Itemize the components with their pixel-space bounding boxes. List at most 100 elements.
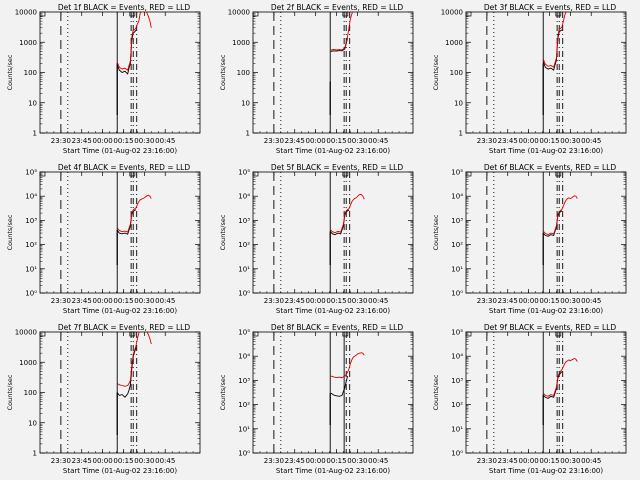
y-tick-label: 10² bbox=[238, 241, 250, 249]
y-tick-label: 10¹ bbox=[238, 265, 250, 273]
x-tick-label: 23:45 bbox=[285, 137, 305, 145]
series-events-line bbox=[116, 209, 137, 235]
x-tick-label: 00:45 bbox=[368, 457, 388, 465]
interval-marker-box bbox=[39, 331, 46, 337]
panel-det-5: Det 5f BLACK = Events, RED = LLD Counts/s… bbox=[219, 163, 414, 315]
plot-frame bbox=[39, 331, 201, 454]
x-tick-label: 23:45 bbox=[498, 137, 518, 145]
y-tick-label: 10000 bbox=[15, 9, 37, 17]
y-tick-label: 10000 bbox=[228, 9, 250, 17]
y-tick-label: 10³ bbox=[238, 217, 250, 225]
panel-det-2: Det 2f BLACK = Events, RED = LLD Counts/s… bbox=[219, 3, 414, 155]
x-tick-label: 23:45 bbox=[72, 137, 92, 145]
x-tick-label: 00:30 bbox=[347, 137, 367, 145]
x-tick-label: 00:15 bbox=[113, 457, 133, 465]
interval-marker-box bbox=[342, 11, 349, 17]
y-tick-label: 10² bbox=[25, 241, 37, 249]
y-tick-label: 10² bbox=[451, 241, 463, 249]
panel-det-4: Det 4f BLACK = Events, RED = LLD Counts/s… bbox=[6, 163, 201, 315]
x-tick-label: 00:15 bbox=[539, 457, 559, 465]
series-lld-line bbox=[542, 12, 576, 68]
x-tick-label: 00:00 bbox=[93, 137, 113, 145]
plot-frame bbox=[252, 331, 414, 454]
x-tick-label: 23:45 bbox=[72, 457, 92, 465]
interval-marker-box bbox=[252, 171, 259, 177]
y-tick-label: 100 bbox=[237, 69, 250, 77]
x-tick-label: 00:15 bbox=[113, 297, 133, 305]
x-tick-label: 00:45 bbox=[155, 457, 175, 465]
x-tick-label: 23:30 bbox=[264, 457, 284, 465]
panel-det-6: Det 6f BLACK = Events, RED = LLD Counts/s… bbox=[432, 163, 627, 315]
panel-det-1: Det 1f BLACK = Events, RED = LLD Counts/s… bbox=[6, 3, 201, 155]
series-lld-line bbox=[116, 12, 152, 71]
y-tick-label: 1000 bbox=[19, 39, 37, 47]
y-tick-label: 10⁵ bbox=[25, 169, 37, 177]
x-tick-label: 00:15 bbox=[539, 137, 559, 145]
plot-frame bbox=[465, 171, 627, 294]
plot-frame bbox=[39, 171, 201, 294]
y-tick-label: 10 bbox=[454, 99, 463, 107]
x-tick-label: 00:45 bbox=[155, 137, 175, 145]
y-tick-label: 10³ bbox=[238, 377, 250, 385]
series-lld-line bbox=[330, 12, 353, 51]
y-tick-label: 10⁰ bbox=[25, 290, 37, 298]
y-tick-label: 10³ bbox=[25, 217, 37, 225]
panel-title: Det 7f BLACK = Events, RED = LLD bbox=[58, 323, 191, 332]
y-tick-label: 10 bbox=[241, 99, 250, 107]
panel-title: Det 3f BLACK = Events, RED = LLD bbox=[484, 3, 617, 12]
y-axis-label: Counts/sec bbox=[6, 374, 14, 410]
x-tick-label: 00:15 bbox=[113, 137, 133, 145]
x-axis-label: Start Time (01-Aug-02 23:16:00) bbox=[276, 467, 390, 475]
x-tick-label: 00:30 bbox=[560, 137, 580, 145]
y-tick-label: 10⁴ bbox=[238, 193, 250, 201]
y-tick-label: 10⁰ bbox=[451, 290, 463, 298]
y-tick-label: 10² bbox=[451, 401, 463, 409]
x-tick-label: 00:30 bbox=[347, 297, 367, 305]
x-axis-label: Start Time (01-Aug-02 23:16:00) bbox=[63, 147, 177, 155]
panel-title: Det 1f BLACK = Events, RED = LLD bbox=[58, 3, 191, 12]
x-tick-label: 00:00 bbox=[306, 137, 326, 145]
x-tick-label: 23:30 bbox=[51, 137, 71, 145]
y-tick-label: 10 bbox=[28, 99, 37, 107]
interval-marker-box bbox=[465, 331, 472, 337]
x-tick-label: 00:30 bbox=[134, 457, 154, 465]
x-axis-label: Start Time (01-Aug-02 23:16:00) bbox=[489, 307, 603, 315]
x-tick-label: 00:45 bbox=[368, 137, 388, 145]
interval-marker-box bbox=[252, 11, 259, 17]
y-tick-label: 1000 bbox=[232, 39, 250, 47]
y-tick-label: 10 bbox=[28, 419, 37, 427]
y-axis-label: Counts/sec bbox=[219, 214, 227, 250]
series-events-line bbox=[542, 210, 563, 237]
y-axis-label: Counts/sec bbox=[6, 54, 14, 90]
x-tick-label: 00:45 bbox=[581, 297, 601, 305]
series-events-line bbox=[542, 371, 563, 399]
series-events-line bbox=[116, 29, 137, 75]
x-tick-label: 23:30 bbox=[477, 137, 497, 145]
x-tick-label: 23:45 bbox=[498, 457, 518, 465]
panel-det-3: Det 3f BLACK = Events, RED = LLD Counts/s… bbox=[432, 3, 627, 155]
y-tick-label: 10⁴ bbox=[25, 193, 37, 201]
x-tick-label: 00:00 bbox=[519, 457, 539, 465]
interval-marker-box bbox=[555, 331, 562, 337]
interval-marker-box bbox=[39, 171, 46, 177]
interval-marker-box bbox=[342, 331, 349, 337]
interval-marker-box bbox=[465, 11, 472, 17]
y-axis-label: Counts/sec bbox=[6, 214, 14, 250]
plot-frame bbox=[465, 11, 627, 134]
x-tick-label: 00:00 bbox=[93, 457, 113, 465]
series-lld-line bbox=[542, 195, 578, 236]
series-events-line bbox=[542, 29, 563, 71]
x-tick-label: 00:15 bbox=[326, 297, 346, 305]
series-lld-line bbox=[329, 193, 365, 234]
x-tick-label: 00:30 bbox=[560, 297, 580, 305]
series-lld-line bbox=[116, 332, 152, 387]
y-tick-label: 10⁵ bbox=[451, 169, 463, 177]
interval-marker-box bbox=[555, 171, 562, 177]
series-lld-line bbox=[330, 352, 365, 379]
series-events-line bbox=[116, 347, 137, 398]
panel-title: Det 2f BLACK = Events, RED = LLD bbox=[271, 3, 404, 12]
x-tick-label: 00:30 bbox=[347, 457, 367, 465]
x-tick-label: 00:30 bbox=[134, 137, 154, 145]
x-tick-label: 00:45 bbox=[581, 137, 601, 145]
